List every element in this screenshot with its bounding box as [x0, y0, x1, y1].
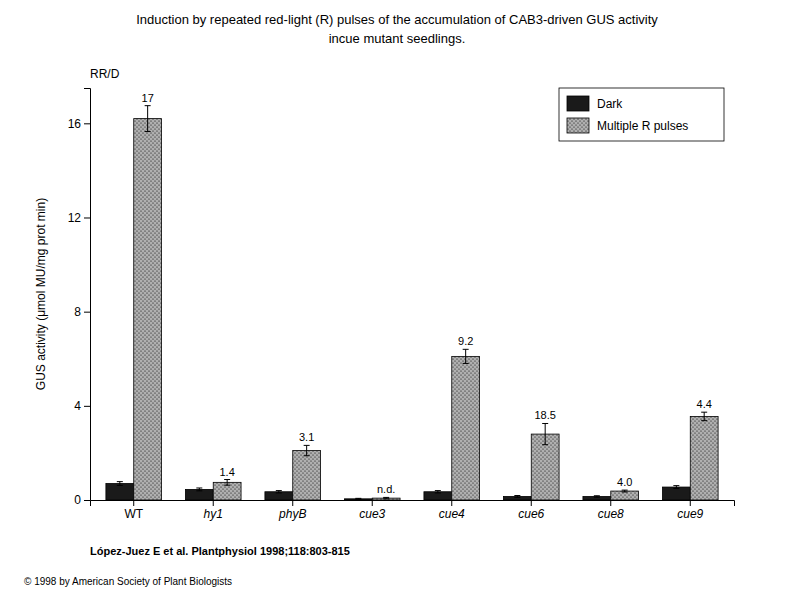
- y-tick-label: 4: [74, 399, 81, 413]
- ratio-label: 4.4: [697, 398, 712, 410]
- error-bar: [463, 349, 469, 363]
- y-axis: 0 4 8 12 16: [68, 89, 91, 508]
- x-tick-mark: [451, 500, 452, 506]
- x-tick: WT: [124, 500, 143, 521]
- x-tick-mark: [531, 500, 532, 506]
- bar: [293, 451, 321, 500]
- error-bar: [383, 497, 389, 498]
- error-bar: [701, 412, 707, 420]
- subtitle: incue mutant seedlings.: [329, 31, 466, 46]
- ratio-label: n.d.: [377, 483, 395, 495]
- x-axis-line: [91, 501, 735, 507]
- x-tick-label: cue4: [439, 507, 465, 521]
- y-tick-mark: [84, 123, 90, 124]
- error-bar: [304, 445, 310, 455]
- error-bar: [542, 423, 548, 444]
- x-tick: cue8: [598, 500, 624, 521]
- y-tick: 16: [68, 117, 90, 131]
- error-bar: [355, 498, 361, 500]
- x-tick-mark: [690, 500, 691, 506]
- copyright: © 1998 by American Society of Plant Biol…: [24, 576, 232, 587]
- x-tick-mark: [372, 500, 373, 506]
- y-axis-line: [84, 89, 91, 501]
- error-bar: [435, 491, 441, 493]
- legend-label: Dark: [597, 97, 623, 111]
- error-bar: [622, 490, 628, 492]
- y-tick-label: 0: [74, 493, 81, 507]
- y-tick: 12: [68, 211, 90, 225]
- bar: [106, 484, 134, 500]
- x-tick-label: cue8: [598, 507, 624, 521]
- error-bar: [594, 496, 600, 497]
- chart: Induction by repeated red-light (R) puls…: [0, 0, 794, 595]
- ratio-label: 4.0: [617, 476, 632, 488]
- bar: [611, 491, 639, 500]
- ratio-label: 17: [142, 92, 154, 104]
- bar: [690, 416, 718, 500]
- y-tick-mark: [84, 406, 90, 407]
- x-tick-label: cue6: [518, 507, 544, 521]
- x-tick: phyB: [278, 500, 306, 521]
- error-bar: [196, 488, 202, 491]
- y-tick-label: 8: [74, 305, 81, 319]
- x-tick-mark: [610, 500, 611, 506]
- x-tick: cue6: [518, 500, 544, 521]
- legend-swatch: [567, 118, 589, 133]
- x-tick-mark: [213, 500, 214, 506]
- error-bar: [145, 106, 151, 132]
- bar: [662, 487, 690, 500]
- ratio-label: 3.1: [299, 431, 314, 443]
- bar: [372, 498, 400, 500]
- bar: [344, 499, 372, 500]
- series: [106, 482, 690, 500]
- plot: 0 4 8 12 16 WT hy1 phyB cue3 cue4 cue6 cue8 cue9 GUS …: [34, 67, 735, 521]
- x-tick-mark: [133, 500, 134, 506]
- annotation: RR/D: [90, 67, 120, 81]
- x-tick: cue3: [359, 500, 385, 521]
- x-tick: hy1: [204, 500, 223, 521]
- ratio-label: 1.4: [219, 466, 234, 478]
- x-tick-label: hy1: [204, 507, 223, 521]
- error-bar: [224, 480, 230, 486]
- ratio-label: 18.5: [534, 409, 555, 421]
- error-bar: [673, 486, 679, 489]
- y-tick-mark: [84, 217, 90, 218]
- legend: Dark Multiple R pulses: [559, 88, 724, 141]
- error-bar: [514, 496, 520, 498]
- y-tick-label: 12: [68, 211, 82, 225]
- title: Induction by repeated red-light (R) puls…: [136, 12, 658, 27]
- x-tick-label: cue9: [677, 507, 703, 521]
- y-axis-title: GUS activity (μmol MU/mg prot min): [34, 198, 48, 390]
- bar: [452, 356, 480, 500]
- ratio-label: 9.2: [458, 335, 473, 347]
- error-bar: [117, 482, 123, 486]
- x-tick: cue4: [439, 500, 465, 521]
- legend-swatch: [567, 96, 589, 111]
- x-tick-mark: [292, 500, 293, 506]
- bar: [583, 496, 611, 500]
- y-tick-mark: [84, 312, 90, 313]
- legend-frame: [559, 88, 724, 141]
- bar: [134, 119, 162, 500]
- citation: López-Juez E et al. Plantphysiol 1998;11…: [90, 545, 350, 557]
- y-tick-label: 16: [68, 117, 82, 131]
- error-bar: [276, 491, 282, 493]
- x-axis: WT hy1 phyB cue3 cue4 cue6 cue8 cue9: [91, 500, 735, 521]
- x-tick: cue9: [677, 500, 703, 521]
- y-tick: 0: [74, 493, 90, 507]
- marks: [106, 106, 718, 500]
- legend-label: Multiple R pulses: [597, 119, 688, 133]
- series: [134, 106, 718, 500]
- y-tick-mark: [84, 500, 90, 501]
- y-tick: 4: [74, 399, 90, 413]
- x-tick-label: WT: [124, 507, 143, 521]
- x-tick-label: phyB: [278, 507, 306, 521]
- bar: [503, 496, 531, 500]
- x-tick-label: cue3: [359, 507, 385, 521]
- y-tick: 8: [74, 305, 90, 319]
